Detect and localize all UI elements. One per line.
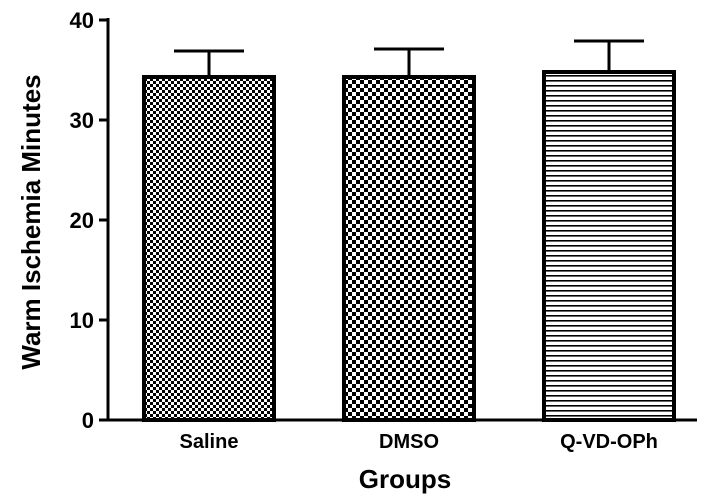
y-tick-label: 40 (70, 8, 94, 33)
y-tick-label: 10 (70, 308, 94, 333)
y-tick-label: 30 (70, 108, 94, 133)
y-axis-ticks: 0 10 20 30 40 (70, 8, 108, 433)
x-axis-title: Groups (359, 464, 451, 494)
x-category-label: Saline (180, 431, 239, 453)
bar-saline (142, 75, 276, 422)
y-axis-title: Warm Ischemia Minutes (16, 74, 46, 369)
x-axis-category-labels: Saline DMSO Q-VD-OPh (180, 431, 658, 453)
x-category-label: DMSO (379, 431, 439, 453)
bars-layer (142, 70, 676, 422)
bar-dmso (342, 75, 476, 422)
x-category-label: Q-VD-OPh (560, 431, 658, 453)
bar-q-vd-oph (542, 70, 676, 422)
y-tick-label: 20 (70, 208, 94, 233)
error-bars-layer (174, 39, 644, 77)
y-tick-label: 0 (82, 408, 94, 433)
